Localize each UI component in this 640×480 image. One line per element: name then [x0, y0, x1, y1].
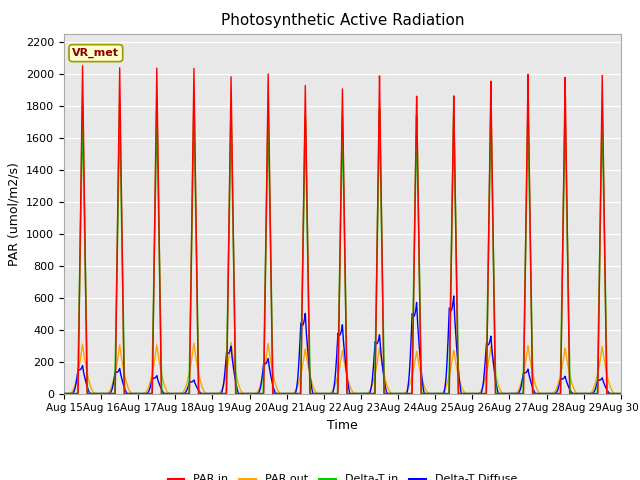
Y-axis label: PAR (umol/m2/s): PAR (umol/m2/s) [8, 162, 20, 265]
Title: Photosynthetic Active Radiation: Photosynthetic Active Radiation [221, 13, 464, 28]
X-axis label: Time: Time [327, 419, 358, 432]
Legend: PAR in, PAR out, Delta-T in, Delta-T Diffuse: PAR in, PAR out, Delta-T in, Delta-T Dif… [163, 470, 522, 480]
Text: VR_met: VR_met [72, 48, 119, 58]
